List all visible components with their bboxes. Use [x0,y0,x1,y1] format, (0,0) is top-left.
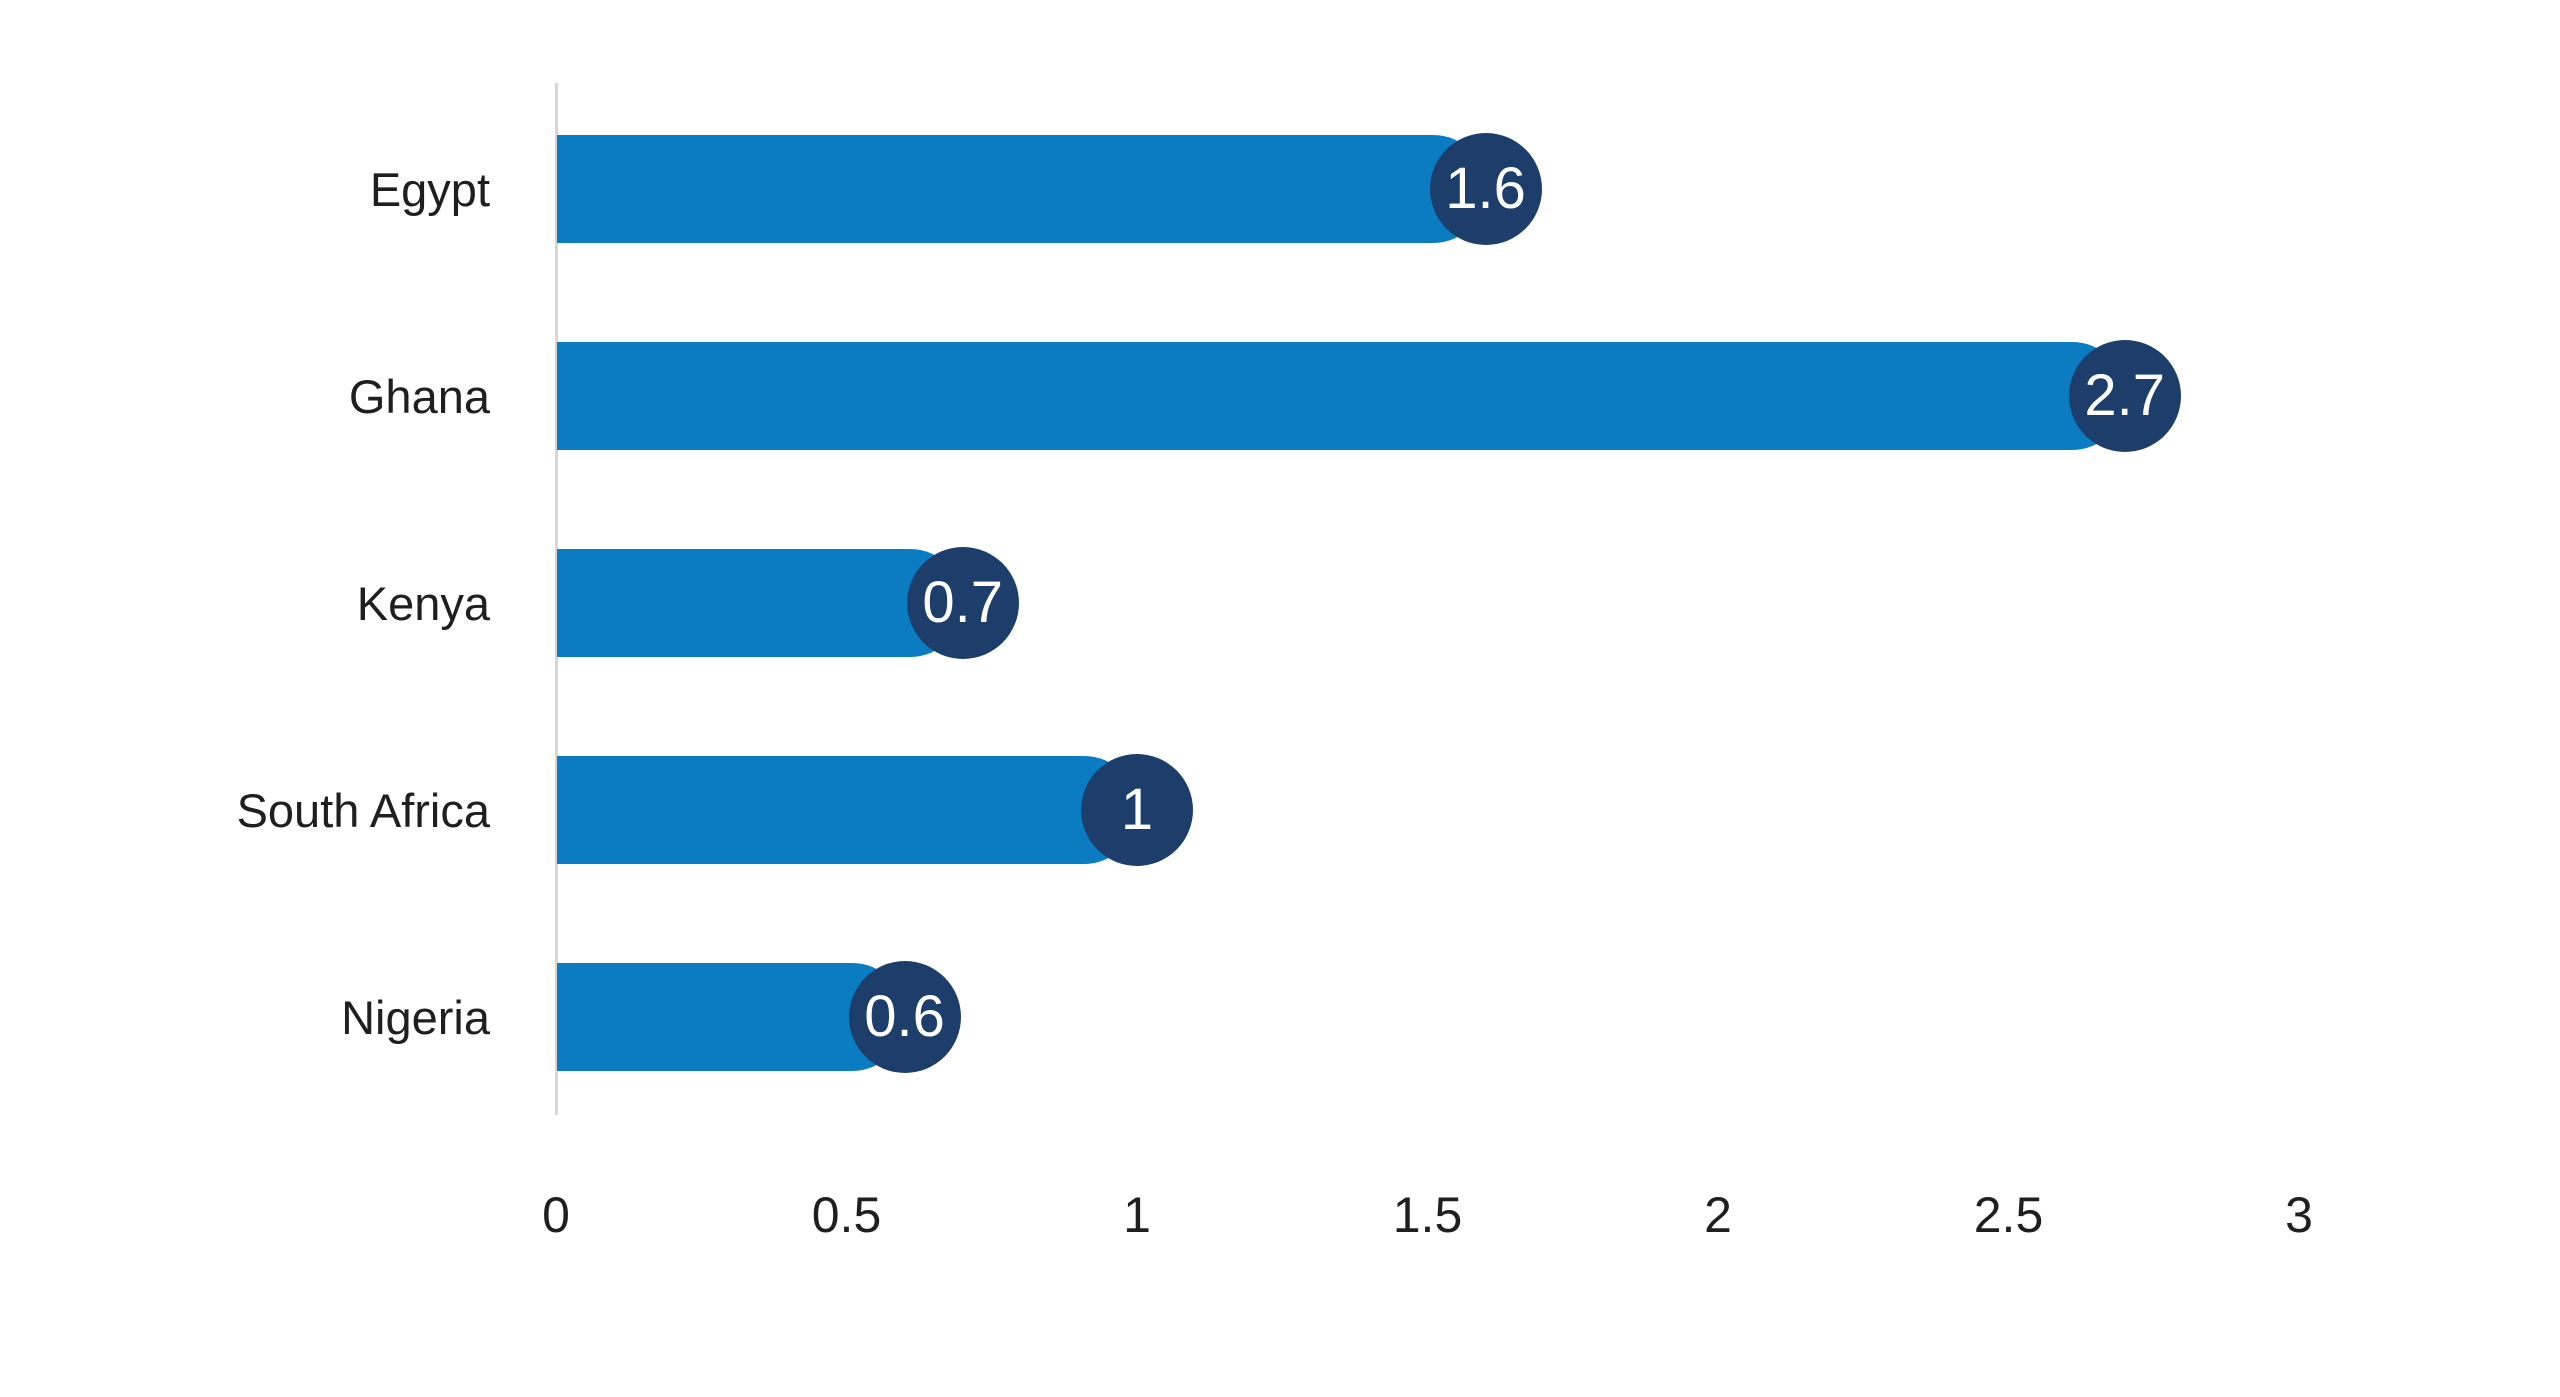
bar [557,549,964,657]
bar [557,342,2126,450]
y-axis-line [555,83,558,1115]
value-marker: 0.6 [848,961,961,1073]
value-marker: 2.7 [2068,340,2181,452]
bar [557,963,906,1071]
category-label: Ghana [348,369,490,423]
category-label: Kenya [356,576,490,630]
x-tick-label: 1 [1123,1187,1151,1243]
x-tick-label: 2.5 [1973,1187,2044,1243]
x-tick-label: 0 [542,1187,570,1243]
category-label: Nigeria [341,990,490,1044]
value-marker: 0.7 [906,547,1019,659]
bar [557,756,1138,864]
x-tick-label: 2 [1704,1187,1732,1243]
value-label: 1.6 [1445,156,1526,221]
value-label: 2.7 [2084,363,2165,428]
x-tick-label: 3 [2285,1187,2313,1243]
bar [557,135,1487,243]
x-tick-label: 1.5 [1392,1187,1463,1243]
value-marker: 1 [1081,754,1193,866]
value-label: 0.6 [864,984,945,1049]
category-label: South Africa [236,783,490,837]
category-label: Egypt [369,162,490,216]
x-tick-label: 0.5 [811,1187,882,1243]
value-marker: 1.6 [1429,133,1542,245]
value-label: 1 [1120,777,1154,842]
value-label: 0.7 [922,570,1003,635]
